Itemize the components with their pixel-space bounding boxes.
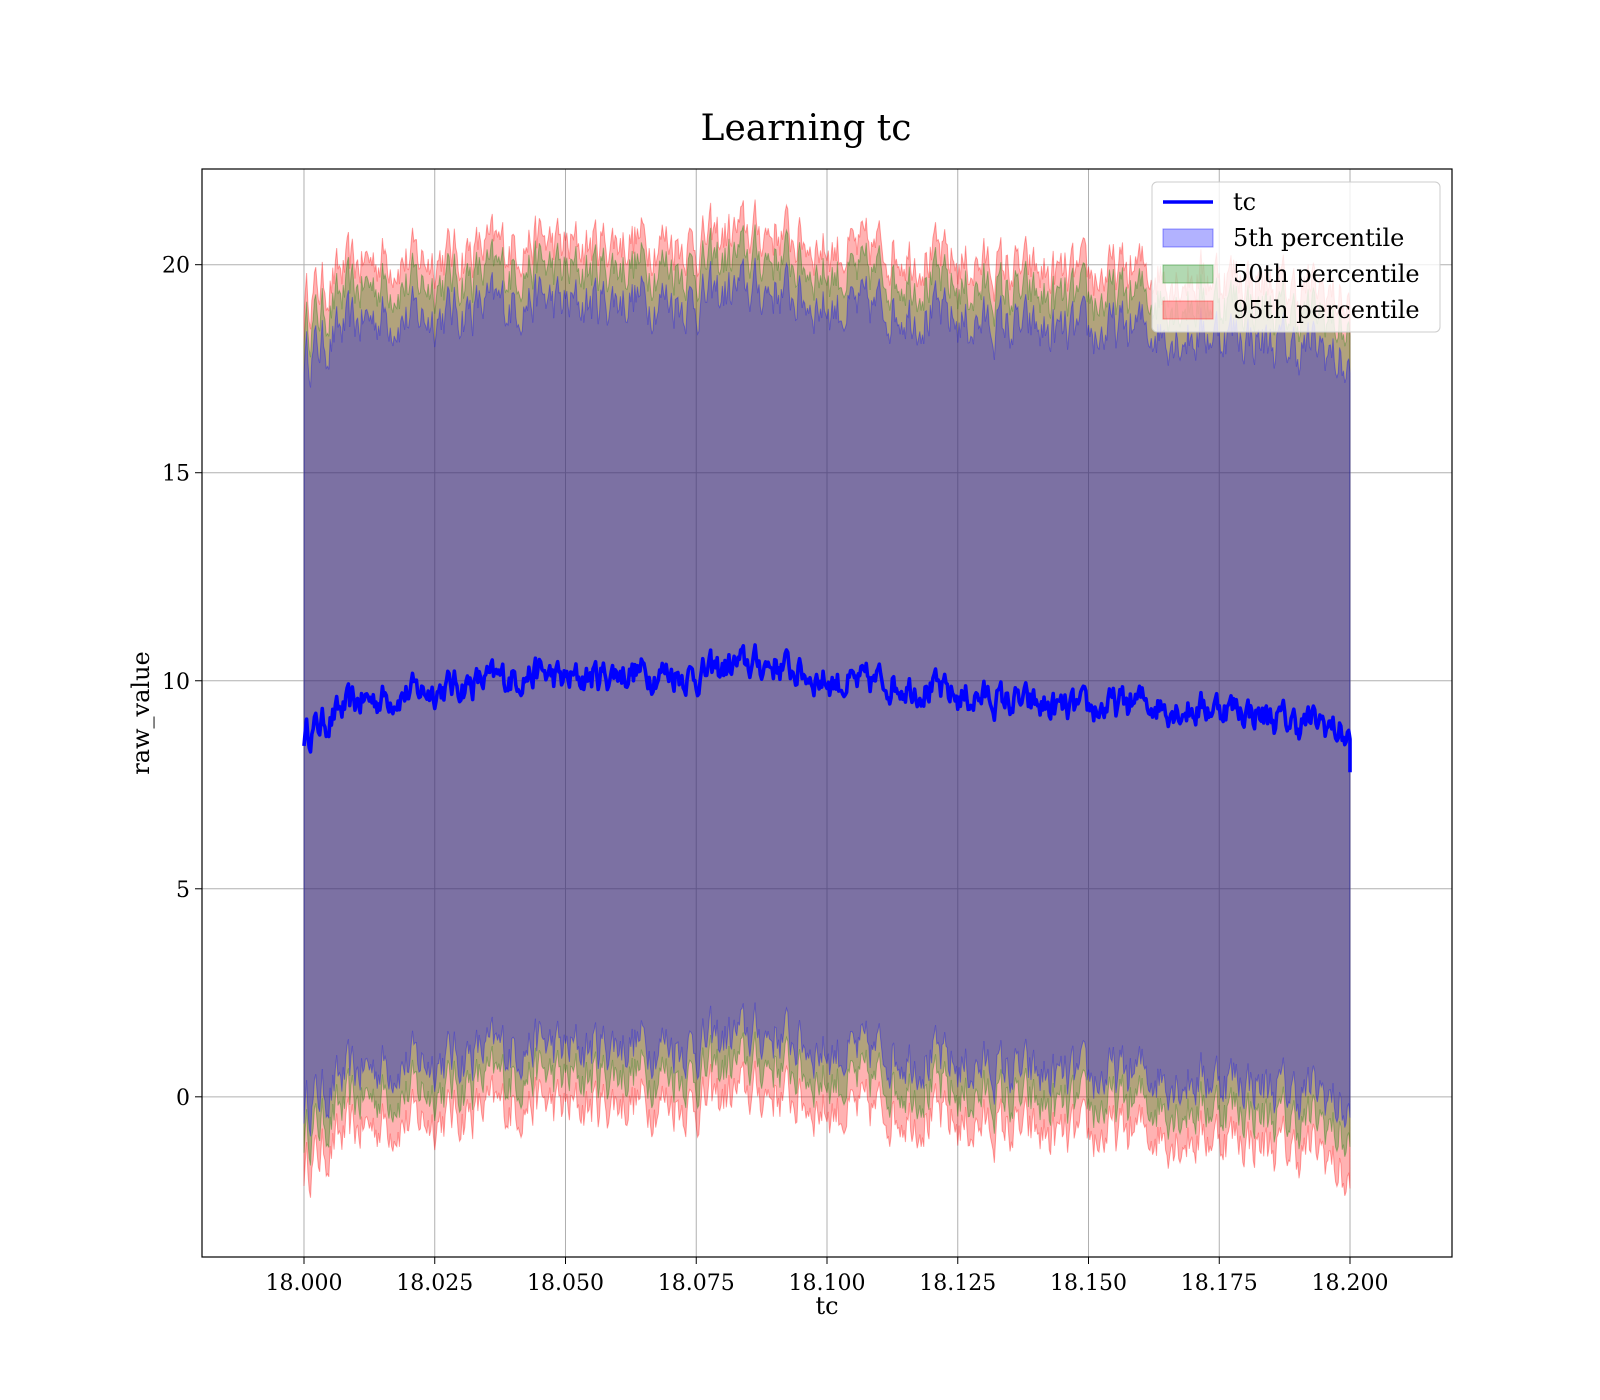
legend-label: 5th percentile	[1233, 224, 1404, 252]
x-tick-label: 18.000	[265, 1271, 342, 1296]
band-50th-percentile	[303, 224, 1351, 1166]
legend-patch-swatch	[1162, 228, 1214, 248]
x-tick-label: 18.125	[919, 1271, 996, 1296]
y-tick-label: 10	[162, 670, 190, 695]
band-5th-percentile	[303, 257, 1351, 1137]
x-tick-label: 18.100	[789, 1271, 866, 1296]
legend-patch-swatch	[1162, 300, 1214, 320]
x-tick-label: 18.050	[527, 1271, 604, 1296]
y-tick-label: 20	[162, 254, 190, 279]
y-tick-label: 5	[176, 878, 190, 903]
y-tick-label: 0	[176, 1086, 190, 1111]
band-95th-percentile	[303, 199, 1351, 1198]
legend-label: tc	[1233, 188, 1256, 216]
x-tick-label: 18.200	[1312, 1271, 1389, 1296]
legend-label: 50th percentile	[1233, 260, 1420, 288]
series-line-tc	[302, 643, 1352, 773]
chart-title: Learning tc	[701, 108, 912, 149]
x-tick-label: 18.150	[1050, 1271, 1127, 1296]
x-tick-label: 18.175	[1181, 1271, 1258, 1296]
y-tick-label: 15	[162, 462, 190, 487]
legend-patch-swatch	[1162, 264, 1214, 284]
legend-label: 95th percentile	[1233, 296, 1420, 324]
x-tick-label: 18.025	[396, 1271, 473, 1296]
x-axis-label: tc	[815, 1292, 838, 1320]
legend: tc 5th percentile 50th percentile 95th perc…	[1151, 181, 1441, 333]
x-tick-label: 18.075	[658, 1271, 735, 1296]
y-axis-ticks: 0 5 10 15 20	[162, 254, 202, 1111]
legend-box	[1151, 181, 1441, 333]
x-axis-ticks: 18.000 18.025 18.050 18.075 18.100 18.125 18.1…	[265, 1257, 1389, 1296]
tc-line-layer	[302, 643, 1352, 773]
y-axis-label: raw_value	[127, 651, 155, 775]
percentile-bands	[303, 199, 1351, 1198]
